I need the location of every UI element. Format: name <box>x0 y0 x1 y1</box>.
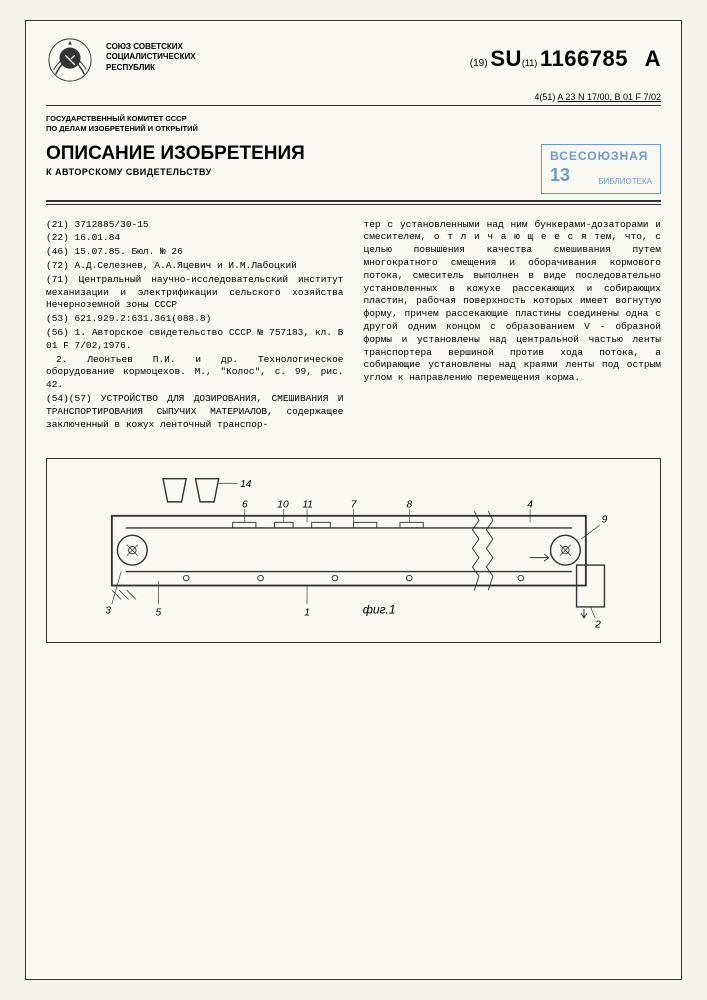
svg-text:10: 10 <box>277 499 289 510</box>
field-46: (46) 15.07.85. Бюл. № 26 <box>46 246 344 259</box>
svg-text:4: 4 <box>527 499 533 510</box>
prefix-11: (11) <box>522 58 537 68</box>
field-54-57: (54)(57) УСТРОЙСТВО ДЛЯ ДОЗИРОВАНИЯ, СМЕ… <box>46 393 344 431</box>
stamp-number: 13 <box>550 165 570 186</box>
divider-thick <box>46 200 661 202</box>
svg-text:5: 5 <box>156 607 162 618</box>
library-stamp: ВСЕСОЮЗНАЯ 13 БИБЛИОТЕКА <box>541 144 661 194</box>
kind-code: A <box>645 46 661 71</box>
svg-text:8: 8 <box>406 499 412 510</box>
field-21: (21) 3712885/30-15 <box>46 219 344 232</box>
figure-drawing: 14 <box>57 474 650 632</box>
stamp-line2: БИБЛИОТЕКА <box>598 177 652 186</box>
prefix-19: (19) <box>470 58 488 69</box>
field-72: (72) А.Д.Селезнев, А.А.Яцевич и И.М.Лабо… <box>46 260 344 273</box>
publication-number: (19) SU(11) 1166785 A <box>470 36 661 72</box>
svg-text:9: 9 <box>602 514 608 525</box>
classification-line: 4(51) A 23 N 17/00, B 01 F 7/02 <box>46 92 661 106</box>
svg-text:7: 7 <box>351 499 357 510</box>
page: СОЮЗ СОВЕТСКИХ СОЦИАЛИСТИЧЕСКИХ РЕСПУБЛИ… <box>25 20 682 980</box>
committee-text: ГОСУДАРСТВЕННЫЙ КОМИТЕТ СССР ПО ДЕЛАМ ИЗ… <box>46 114 661 134</box>
country-code: SU <box>490 46 522 71</box>
main-title: ОПИСАНИЕ ИЗОБРЕТЕНИЯ <box>46 144 305 165</box>
header: СОЮЗ СОВЕТСКИХ СОЦИАЛИСТИЧЕСКИХ РЕСПУБЛИ… <box>46 36 661 84</box>
body-columns: (21) 3712885/30-15 (22) 16.01.84 (46) 15… <box>46 219 661 433</box>
abstract-text: тер с установленными над ним бункерами-д… <box>364 219 662 386</box>
svg-text:1: 1 <box>304 607 310 618</box>
stamp-line1: ВСЕСОЮЗНАЯ <box>550 149 652 163</box>
field-53: (53) 621.929.2:631.361(088.8) <box>46 313 344 326</box>
svg-text:11: 11 <box>302 499 313 510</box>
svg-text:6: 6 <box>242 499 248 510</box>
field-56-1: (56) 1. Авторское свидетельство СССР № 7… <box>46 327 344 353</box>
figure-1: 14 <box>46 458 661 643</box>
field-71: (71) Центральный научно-исследовательски… <box>46 274 344 312</box>
class-prefix: 4(51) <box>534 92 555 102</box>
column-right: тер с установленными над ним бункерами-д… <box>364 219 662 433</box>
svg-text:3: 3 <box>105 605 111 616</box>
field-22: (22) 16.01.84 <box>46 232 344 245</box>
subtitle: К АВТОРСКОМУ СВИДЕТЕЛЬСТВУ <box>46 167 305 177</box>
divider-thin <box>46 204 661 205</box>
column-left: (21) 3712885/30-15 (22) 16.01.84 (46) 15… <box>46 219 344 433</box>
field-56-2: 2. Леонтьев П.И. и др. Технологическое о… <box>46 354 344 392</box>
svg-text:14: 14 <box>240 479 252 490</box>
union-text: СОЮЗ СОВЕТСКИХ СОЦИАЛИСТИЧЕСКИХ РЕСПУБЛИ… <box>106 36 458 73</box>
svg-text:2: 2 <box>594 619 601 630</box>
classification: A 23 N 17/00, B 01 F 7/02 <box>557 92 661 102</box>
figure-label: фиг.1 <box>363 602 396 616</box>
title-row: ОПИСАНИЕ ИЗОБРЕТЕНИЯ К АВТОРСКОМУ СВИДЕТ… <box>46 144 661 194</box>
state-emblem-icon <box>46 36 94 84</box>
doc-number: 1166785 <box>540 46 628 71</box>
